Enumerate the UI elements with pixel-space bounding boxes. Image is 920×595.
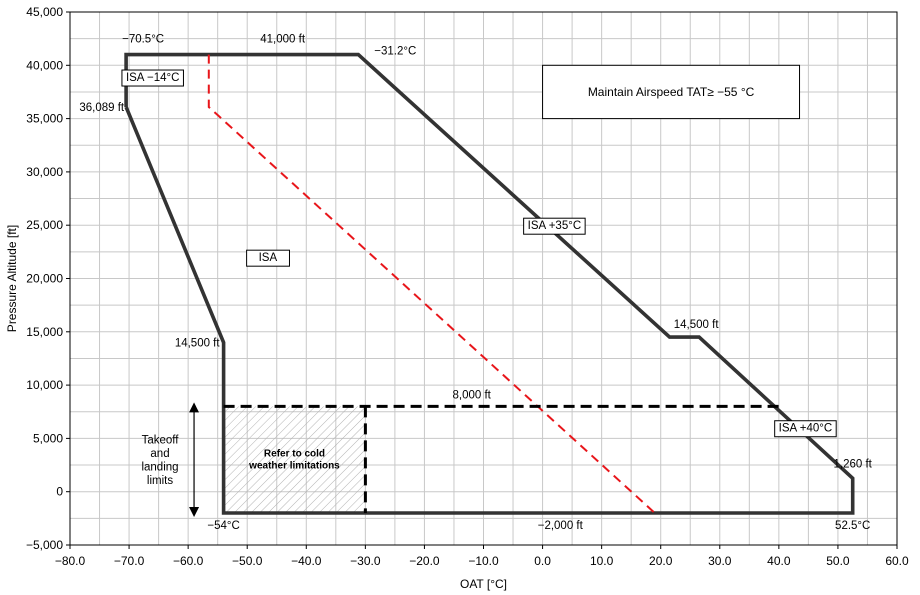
y-tick-label: 10,000 [26,378,63,392]
x-axis-title: OAT [°C] [460,577,507,591]
point-label: 14,500 ft [175,337,221,349]
x-tick-label: −30.0 [350,554,381,568]
y-tick-label: 25,000 [26,218,63,232]
x-tick-label: −80.0 [55,554,86,568]
x-tick-label: 60.0 [885,554,909,568]
boxed-label-frame [774,420,837,438]
x-tick-label: 20.0 [649,554,673,568]
x-tick-label: −20.0 [409,554,440,568]
x-tick-label: −50.0 [232,554,263,568]
boxed-label-frame [523,217,586,235]
cold-weather-hatched-region [223,406,366,514]
y-tick-label: 40,000 [26,58,63,72]
point-label: 14,500 ft [674,319,720,331]
x-tick-label: −60.0 [173,554,204,568]
annotations-layer: Maintain Airspeed TAT≥ −55 °C −70.5°C 41,0… [79,34,872,532]
x-tick-label: −40.0 [291,554,322,568]
point-label: −70.5°C [122,34,164,46]
x-tick-label: −10.0 [468,554,499,568]
point-label: −54°C [207,520,239,532]
takeoff-landing-label-0: Takeoff [142,434,180,446]
x-tick-label: 30.0 [708,554,732,568]
x-tick-label: 50.0 [826,554,850,568]
point-label: 1,260 ft [834,458,873,470]
point-label: 41,000 ft [260,34,306,46]
boxed-label-frame [121,69,184,87]
point-label: 36,089 ft [79,102,125,114]
series-isa [207,54,656,514]
y-tick-label: 15,000 [26,325,63,339]
boxed-label-frame [246,249,290,267]
y-tick-label: 35,000 [26,112,63,126]
takeoff-landing-label-2: landing [141,461,178,473]
x-tick-label: 40.0 [767,554,791,568]
x-tick-label: 10.0 [590,554,614,568]
takeoff-landing-label-1: and [150,448,169,460]
note-box [542,64,801,120]
y-tick-label: −5,000 [26,538,63,552]
point-label: −2,000 ft [538,520,584,532]
y-tick-label: 0 [56,485,63,499]
axes-layer: −80.0 −70.0 −60.0 −50.0 −40.0 −30.0 −20.0 −10.0… [5,5,909,591]
y-tick-label: 20,000 [26,272,63,286]
y-tick-label: 30,000 [26,165,63,179]
y-tick-label: 5,000 [33,431,63,445]
cold-weather-label-line2: weather limitations [248,461,340,472]
boxed-label: ISA +35°C [528,220,582,232]
boxed-label: ISA −14°C [126,72,180,84]
takeoff-landing-label-3: limits [147,475,173,487]
cold-weather-label-line1: Refer to cold [264,449,325,460]
boxed-label: ISA [259,252,278,264]
point-label: 52.5°C [835,520,870,532]
x-tick-label: 0.0 [534,554,551,568]
y-tick-label: 45,000 [26,5,63,19]
boxed-label: ISA +40°C [779,423,833,435]
note-box-text: Maintain Airspeed TAT≥ −55 °C [588,85,755,99]
x-tick-label: −70.0 [114,554,145,568]
point-label: 8,000 ft [452,389,491,401]
grid-lines [69,11,898,546]
point-label: −31.2°C [374,46,416,58]
y-axis-title: Pressure Altitude [ft] [5,225,19,332]
